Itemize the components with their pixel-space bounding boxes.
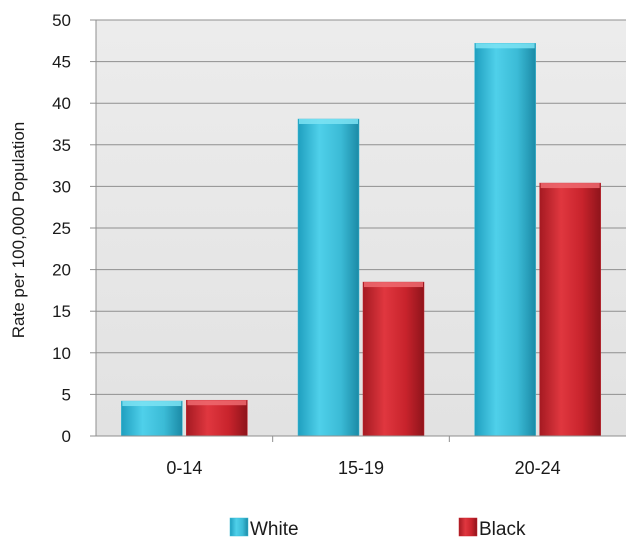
y-tick-label: 10 [52, 344, 71, 363]
bars [121, 43, 601, 437]
y-tick-label: 0 [62, 427, 71, 446]
gridlines [90, 19, 626, 437]
legend-swatch-white [229, 517, 249, 537]
legend-label-black: Black [479, 519, 526, 540]
bar-highlight [364, 282, 423, 288]
y-tick-label: 40 [52, 94, 71, 113]
y-tick-label: 25 [52, 219, 71, 238]
y-tick-label: 20 [52, 261, 71, 280]
y-tick-label: 5 [62, 385, 71, 404]
y-tick-label: 15 [52, 302, 71, 321]
axes [95, 20, 626, 442]
bar-white-20-24 [474, 43, 536, 437]
bar-black-15-19 [362, 281, 425, 437]
bar-white-0-14 [121, 400, 183, 437]
y-tick-label: 35 [52, 136, 71, 155]
y-tick-label: 50 [52, 11, 71, 30]
bar-highlight [540, 183, 600, 189]
legend-swatch-black [458, 517, 478, 537]
legend: White Black [229, 517, 526, 540]
bar-highlight [475, 43, 535, 49]
y-tick-label: 30 [52, 177, 71, 196]
bar-highlight [187, 400, 247, 406]
bar-black-0-14 [186, 399, 248, 437]
bar-highlight [122, 401, 182, 407]
y-tick-label: 45 [52, 53, 71, 72]
x-tick-label: 20-24 [515, 458, 561, 478]
x-tick-label: 15-19 [338, 458, 384, 478]
legend-label-white: White [250, 519, 299, 540]
x-tick-labels: 0-14 15-19 20-24 [166, 458, 560, 478]
bar-white-15-19 [297, 118, 360, 437]
x-tick-label: 0-14 [166, 458, 202, 478]
y-tick-labels: 0 5 10 15 20 25 30 35 40 45 50 [52, 11, 71, 446]
bar-black-20-24 [539, 182, 601, 437]
y-axis-label: Rate per 100,000 Population [9, 122, 28, 338]
bar-highlight [299, 119, 358, 125]
